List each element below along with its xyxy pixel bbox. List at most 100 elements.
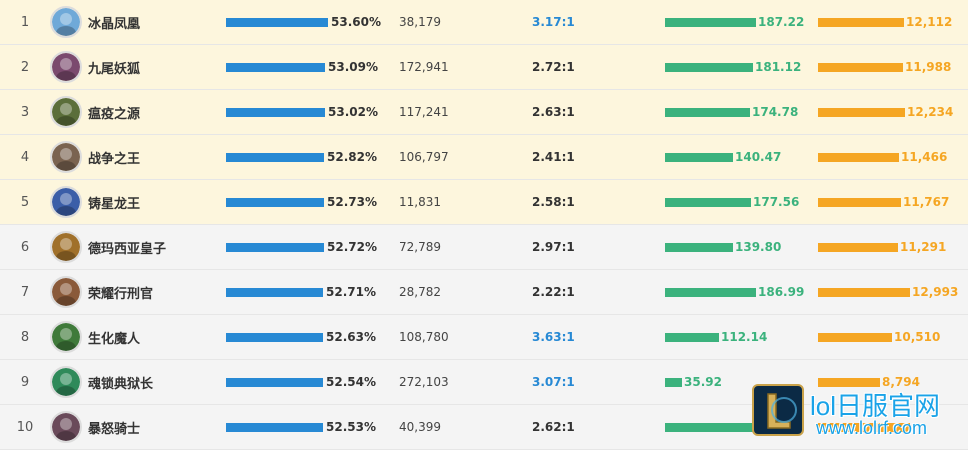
damage-value: 11,988	[905, 60, 952, 74]
gold-bar	[665, 17, 756, 27]
gold-value: 181.12	[755, 60, 802, 74]
gold-cell: 174.78	[665, 90, 815, 134]
gold-bar	[665, 287, 756, 297]
damage-value: 11,291	[900, 240, 947, 254]
damage-value: 8,794	[882, 375, 920, 389]
table-row[interactable]: 2 九尾妖狐 53.09% 172,941 2.72:1 181.12 11,988	[0, 45, 968, 90]
gold-value: 139.80	[735, 240, 782, 254]
winrate-value: 52.73%	[327, 195, 377, 209]
damage-bar	[818, 287, 910, 297]
damage-bar	[818, 242, 898, 252]
gold-cell: 139.80	[665, 225, 815, 269]
winrate-value: 52.53%	[326, 420, 376, 434]
gold-cell	[665, 405, 815, 449]
champion-name[interactable]: 魂锁典狱长	[88, 376, 154, 392]
champion-portrait-icon[interactable]	[50, 186, 82, 218]
gold-bar	[665, 242, 733, 252]
gold-cell: 187.22	[665, 0, 815, 44]
champion-portrait-icon[interactable]	[50, 96, 82, 128]
rank-number: 2	[20, 59, 30, 75]
champion-portrait-icon[interactable]	[50, 411, 82, 443]
champion-portrait-icon[interactable]	[50, 141, 82, 173]
damage-bar	[818, 17, 904, 27]
rank-number: 4	[20, 149, 30, 165]
winrate-bar	[226, 332, 323, 342]
champion-portrait-icon[interactable]	[50, 276, 82, 308]
gold-value: 174.78	[752, 105, 799, 119]
gold-cell: 35.92	[665, 360, 815, 404]
gold-bar	[665, 152, 733, 162]
champion-name[interactable]: 九尾妖狐	[88, 61, 141, 77]
gold-bar	[665, 62, 753, 72]
winrate-value: 53.02%	[328, 105, 378, 119]
kda-ratio: 2.58:1	[532, 195, 575, 209]
winrate-cell: 52.63%	[226, 315, 396, 359]
table-row[interactable]: 7 荣耀行刑官 52.71% 28,782 2.22:1 186.99 12,993	[0, 270, 968, 315]
winrate-bar	[226, 107, 325, 117]
games-played: 28,782	[399, 285, 441, 299]
kda-ratio: 2.63:1	[532, 105, 575, 119]
games-played: 272,103	[399, 375, 449, 389]
kda-ratio: 2.97:1	[532, 240, 575, 254]
damage-bar	[818, 62, 903, 72]
champion-name[interactable]: 瘟疫之源	[88, 106, 141, 122]
table-row[interactable]: 1 冰晶凤凰 53.60% 38,179 3.17:1 187.22 12,112	[0, 0, 968, 45]
table-row[interactable]: 9 魂锁典狱长 52.54% 272,103 3.07:1 35.92 8,794	[0, 360, 968, 405]
games-played: 117,241	[399, 105, 449, 119]
champion-name[interactable]: 铸星龙王	[88, 196, 141, 212]
gold-value: 177.56	[753, 195, 800, 209]
winrate-value: 53.60%	[331, 15, 381, 29]
table-row[interactable]: 8 生化魔人 52.63% 108,780 3.63:1 112.14 10,510	[0, 315, 968, 360]
table-row[interactable]: 6 德玛西亚皇子 52.72% 72,789 2.97:1 139.80 11,291	[0, 225, 968, 270]
table-row[interactable]: 5 铸星龙王 52.73% 11,831 2.58:1 177.56 11,767	[0, 180, 968, 225]
table-row[interactable]: 10 暴怒骑士 52.53% 40,399 2.62:1	[0, 405, 968, 450]
champion-name[interactable]: 荣耀行刑官	[88, 286, 154, 302]
champion-name[interactable]: 德玛西亚皇子	[88, 241, 167, 257]
winrate-bar	[226, 242, 324, 252]
table-row[interactable]: 4 战争之王 52.82% 106,797 2.41:1 140.47 11,466	[0, 135, 968, 180]
damage-bar	[818, 152, 899, 162]
rank-number: 7	[20, 284, 30, 300]
kda-ratio: 3.07:1	[532, 375, 575, 389]
rank-number: 6	[20, 239, 30, 255]
winrate-bar	[226, 17, 328, 27]
winrate-value: 52.82%	[327, 150, 377, 164]
champion-portrait-icon[interactable]	[50, 366, 82, 398]
champion-name[interactable]: 冰晶凤凰	[88, 16, 141, 32]
kda-ratio: 3.17:1	[532, 15, 575, 29]
champion-portrait-icon[interactable]	[50, 321, 82, 353]
champion-portrait-icon[interactable]	[50, 51, 82, 83]
winrate-bar	[226, 422, 323, 432]
gold-cell: 181.12	[665, 45, 815, 89]
winrate-bar	[226, 287, 323, 297]
rank-number: 10	[16, 419, 34, 435]
kda-ratio: 2.22:1	[532, 285, 575, 299]
games-played: 38,179	[399, 15, 441, 29]
winrate-cell: 53.02%	[226, 90, 396, 134]
damage-value: 11,767	[903, 195, 950, 209]
gold-cell: 186.99	[665, 270, 815, 314]
winrate-value: 53.09%	[328, 60, 378, 74]
league-logo-icon	[752, 384, 804, 436]
winrate-value: 52.71%	[326, 285, 376, 299]
damage-cell: 11,466	[818, 135, 968, 179]
games-played: 72,789	[399, 240, 441, 254]
champion-name[interactable]: 战争之王	[88, 151, 141, 167]
gold-value: 187.22	[758, 15, 805, 29]
kda-ratio: 2.41:1	[532, 150, 575, 164]
winrate-value: 52.63%	[326, 330, 376, 344]
games-played: 108,780	[399, 330, 449, 344]
champion-portrait-icon[interactable]	[50, 231, 82, 263]
kda-ratio: 2.72:1	[532, 60, 575, 74]
champion-name[interactable]: 生化魔人	[88, 331, 141, 347]
rank-number: 8	[20, 329, 30, 345]
gold-cell: 140.47	[665, 135, 815, 179]
damage-value: 11,466	[901, 150, 948, 164]
table-row[interactable]: 3 瘟疫之源 53.02% 117,241 2.63:1 174.78 12,234	[0, 90, 968, 135]
watermark-title: lol日服官网	[810, 391, 941, 421]
champion-name[interactable]: 暴怒骑士	[88, 421, 141, 437]
gold-value: 35.92	[684, 375, 722, 389]
damage-cell	[818, 405, 968, 449]
champion-portrait-icon[interactable]	[50, 6, 82, 38]
